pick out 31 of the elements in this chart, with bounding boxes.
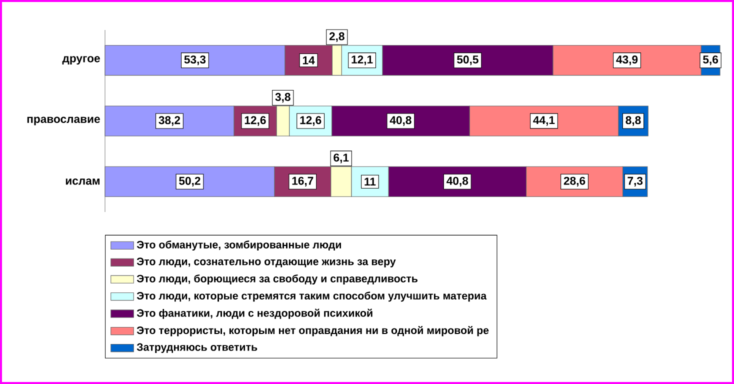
data-label: 38,2 (158, 116, 180, 126)
y-tick-label: ислам (66, 178, 100, 185)
data-label: 8,8 (626, 116, 641, 126)
data-label: 12,6 (300, 116, 322, 126)
data-label: 7,3 (628, 176, 643, 186)
data-label: 44,1 (533, 116, 555, 126)
data-label: 5,6 (703, 56, 718, 66)
legend-label: Это фанатики, люди с нездоровой психикой (136, 308, 372, 319)
legend-label: Это люди, борющиеся за свободу и справедливость (136, 274, 418, 284)
data-label: 6,1 (334, 154, 349, 164)
data-label: 3,8 (275, 92, 290, 103)
legend-label: Затрудняюсь ответить (136, 343, 258, 353)
data-label: 11 (364, 178, 376, 186)
data-label: 43,9 (616, 56, 638, 66)
legend-label: Это террористы, которым нет оправдания ни в одной мировой ре (136, 326, 489, 336)
data-label: 40,8 (390, 116, 412, 126)
data-label: 2,8 (329, 32, 344, 42)
data-label: 40,8 (446, 176, 468, 186)
data-label: 12,6 (244, 116, 266, 126)
legend-label: Это люди, сознательно отдающие жизнь за веру (136, 258, 396, 268)
data-label: 50,5 (457, 56, 478, 66)
data-label: 28,6 (564, 176, 586, 186)
data-label: 16,7 (292, 176, 314, 186)
legend-label: Это люди, которые стремятся таким способом улучшить материа (136, 292, 487, 302)
data-label: 53,3 (184, 56, 206, 66)
y-tick-label: другое (62, 56, 100, 65)
y-tick-label: православие (27, 116, 100, 126)
data-label: 50,2 (179, 176, 200, 186)
data-label: 14 (302, 56, 315, 64)
legend-label: Это обманутые, зомбированные люди (136, 240, 341, 251)
data-label: 12,1 (352, 56, 373, 66)
